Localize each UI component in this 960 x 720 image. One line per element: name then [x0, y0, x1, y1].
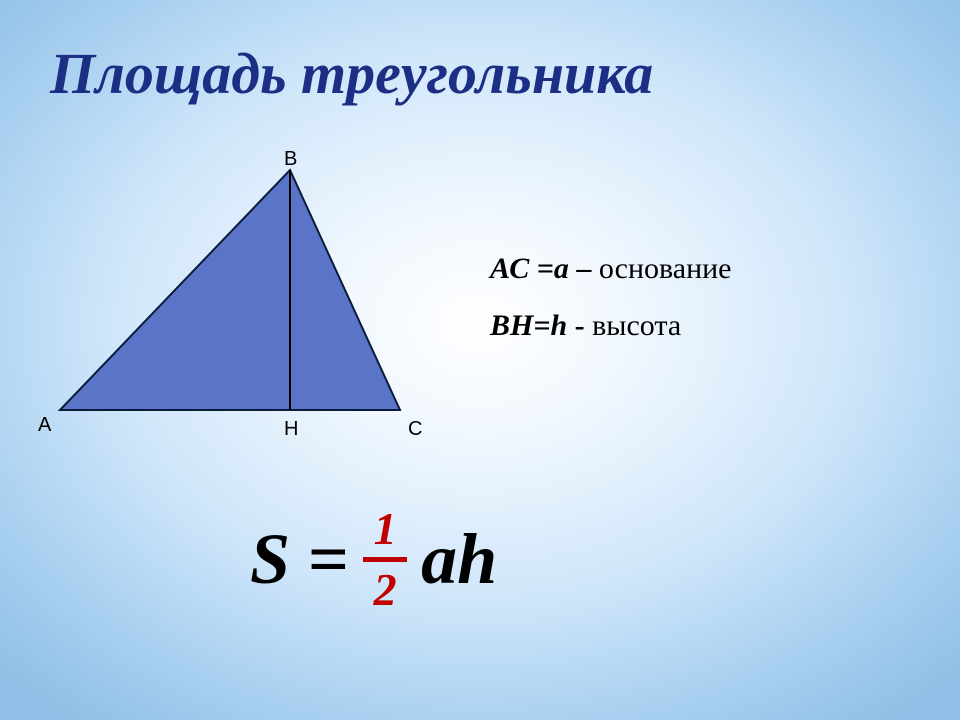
formula-fraction: 1 2 [363, 505, 407, 615]
triangle-svg [30, 150, 450, 450]
definitions: АС =а – основание ВН=h - высота [490, 240, 732, 354]
fraction-denominator: 2 [374, 566, 397, 614]
fraction-numerator: 1 [374, 505, 397, 553]
height-dash: - [567, 309, 592, 342]
area-formula: S = 1 2 ah [250, 505, 497, 615]
base-dash: – [569, 252, 599, 285]
formula-equals: = [308, 518, 349, 601]
formula-s: S [250, 518, 290, 601]
vertex-label-h: H [284, 418, 298, 441]
fraction-bar [363, 557, 407, 562]
slide: Площадь треугольника A B C H АС =а – осн… [0, 0, 960, 720]
base-symbol: АС =а [490, 252, 569, 285]
slide-title: Площадь треугольника [50, 40, 653, 107]
triangle-diagram: A B C H [30, 150, 450, 450]
base-word: основание [599, 252, 732, 285]
definition-base: АС =а – основание [490, 240, 732, 297]
vertex-label-a: A [38, 414, 51, 437]
formula-ah: ah [421, 518, 497, 601]
definition-height: ВН=h - высота [490, 297, 732, 354]
height-word: высота [592, 309, 681, 342]
vertex-label-c: C [408, 418, 422, 441]
vertex-label-b: B [284, 148, 297, 171]
height-symbol: ВН=h [490, 309, 567, 342]
